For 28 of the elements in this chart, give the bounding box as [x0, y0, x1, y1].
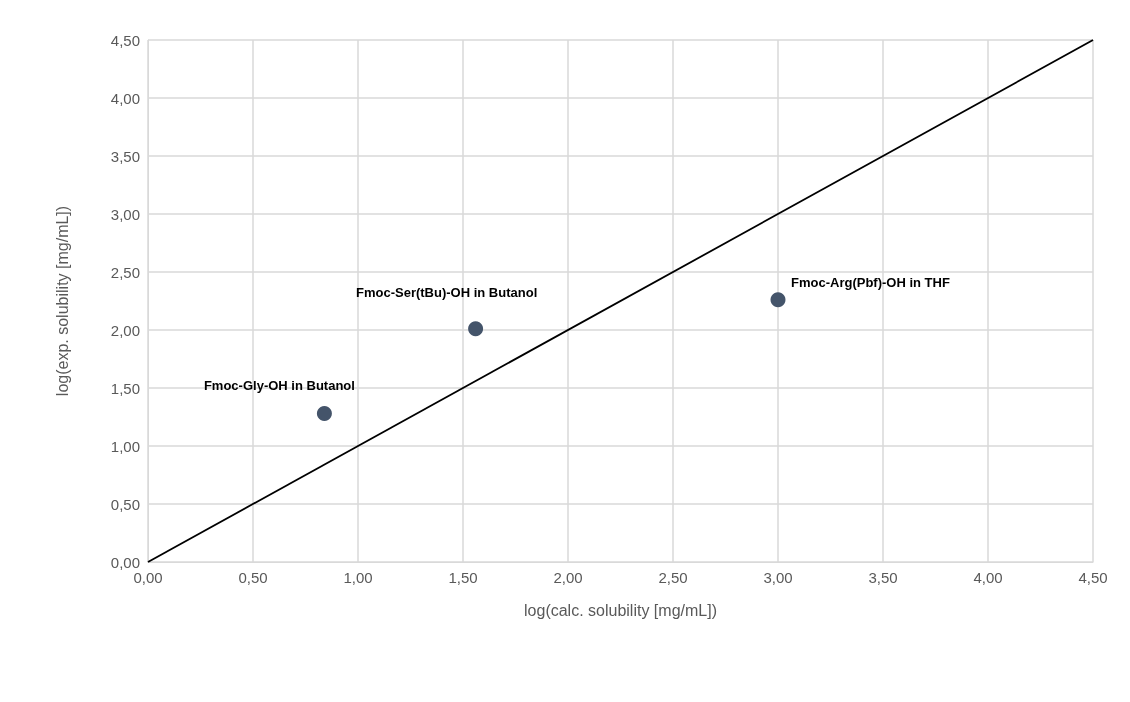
point	[316, 406, 332, 422]
y-tick-label: 2,00	[110, 321, 140, 339]
annotation: Fmoc-Ser(tBu)-OH in Butanol	[355, 285, 538, 301]
x-tick-label: 3,00	[763, 569, 793, 586]
y-tick-label: 4,00	[110, 89, 140, 107]
x-tick-label: 0,00	[133, 569, 163, 586]
x-tick-label: 2,50	[658, 569, 688, 586]
y-tick-label: 3,00	[110, 205, 140, 223]
y-tick-label: 2,50	[110, 263, 140, 281]
annotation: Fmoc-Arg(Pbf)-OH in THF	[791, 275, 950, 291]
x-tick-label: 4,00	[973, 569, 1003, 586]
x-tick-label: 4,50	[1078, 569, 1108, 586]
x-axis-title: log(calc. solubility [mg/mL])	[524, 601, 717, 619]
x-tick-label: 3,50	[868, 569, 898, 586]
annotation: Fmoc-Gly-OH in Butanol	[203, 378, 355, 394]
y-tick-label: 1,00	[110, 437, 140, 455]
x-tick-label: 1,00	[343, 569, 373, 586]
y-tick-label: 0,50	[110, 495, 140, 513]
point	[770, 292, 786, 308]
y-axis-title: log(exp. solubility [mg/mL])	[53, 205, 71, 397]
x-tick-label: 1,50	[448, 569, 478, 586]
y-tick-label: 0,00	[110, 553, 140, 571]
x-tick-label: 0,50	[238, 569, 268, 586]
x-tick-label: 2,00	[553, 569, 583, 586]
point	[468, 321, 484, 337]
y-tick-label: 4,50	[110, 31, 140, 49]
y-tick-label: 1,50	[110, 379, 140, 397]
y-tick-label: 3,50	[110, 147, 140, 165]
